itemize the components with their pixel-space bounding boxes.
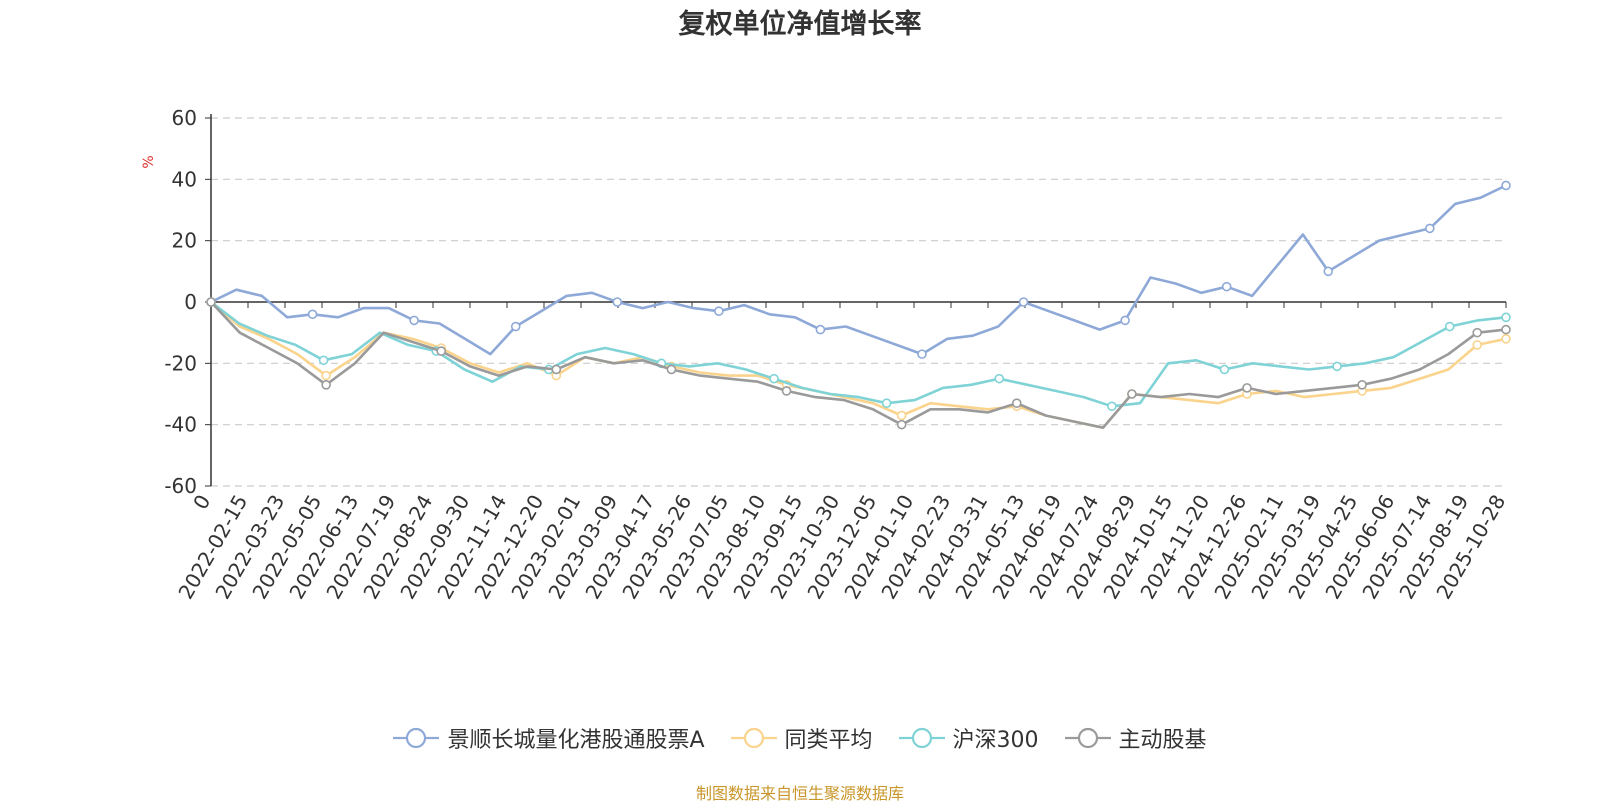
series-1 (206, 297, 1511, 430)
data-point (1011, 398, 1022, 409)
y-tick-label: -20 (164, 351, 197, 375)
data-point (510, 321, 521, 332)
y-tick-label: -60 (164, 474, 197, 498)
series-0 (206, 180, 1511, 359)
series-line (210, 301, 1507, 430)
legend-item[interactable]: 景顺长城量化港股通股票A (393, 722, 705, 754)
data-point (1107, 401, 1117, 412)
legend-marker-icon (1064, 727, 1111, 749)
data-point (1242, 383, 1252, 393)
data-point (436, 346, 447, 356)
data-point (896, 419, 907, 430)
data-point (307, 309, 318, 320)
data-point (1501, 180, 1511, 191)
legend-label: 景顺长城量化港股通股票A (447, 728, 705, 753)
x-tick-label: 0 (188, 491, 215, 514)
data-point (1501, 324, 1511, 335)
data-point (917, 349, 927, 359)
data-point (1357, 379, 1367, 390)
data-point (881, 398, 892, 409)
legend-marker-circle (406, 727, 427, 749)
chart-title: 复权单位净值增长率 (678, 9, 922, 40)
data-point (1323, 266, 1334, 277)
data-point (1425, 223, 1435, 234)
axes: 6040200-20-40-6002022-02-152022-03-23202… (164, 106, 1510, 603)
data-point (321, 370, 331, 381)
data-point (1472, 340, 1483, 350)
series-3 (206, 297, 1511, 430)
y-tick-label: -40 (164, 413, 197, 437)
data-point (1127, 389, 1137, 399)
y-tick-label: 60 (172, 106, 197, 130)
data-point (994, 373, 1005, 384)
series-line (210, 301, 1507, 430)
series-line (210, 184, 1507, 356)
data-point (321, 379, 331, 390)
data-point (666, 364, 677, 375)
data-point (1444, 321, 1455, 332)
data-point (781, 386, 792, 396)
legend-marker-icon (898, 727, 945, 749)
data-point (815, 324, 826, 335)
data-point (769, 373, 779, 384)
legend-label: 主动股基 (1118, 728, 1207, 753)
data-point (1501, 312, 1511, 323)
legend-marker-circle (1077, 727, 1098, 749)
legend-label: 沪深300 (952, 728, 1039, 753)
data-point (1221, 281, 1232, 292)
y-tick-label: 0 (184, 290, 197, 314)
legend-item[interactable]: 主动股基 (1064, 722, 1207, 754)
y-tick-label: 40 (172, 167, 197, 191)
data-point (1018, 297, 1029, 307)
data-point (1501, 333, 1511, 344)
data-point (612, 297, 623, 307)
y-tick-label: 20 (172, 229, 197, 253)
legend-marker-circle (911, 727, 932, 749)
y-axis-label: % (141, 155, 157, 168)
legend: 景顺长城量化港股通股票A 同类平均 沪深300 主动股基 (0, 722, 1600, 754)
data-point (551, 364, 562, 375)
data-point (896, 410, 907, 421)
data-point (318, 355, 329, 366)
data-point (206, 297, 216, 307)
data-point (1332, 361, 1342, 372)
data-point (714, 306, 724, 317)
series-line (210, 300, 1507, 408)
data-point (1219, 364, 1230, 375)
legend-marker-icon (730, 727, 777, 749)
legend-marker-circle (743, 727, 764, 749)
series-lines (206, 180, 1511, 430)
legend-item[interactable]: 沪深300 (898, 722, 1039, 754)
legend-marker-icon (393, 727, 440, 749)
source-note: 制图数据来自恒生聚源数据库 (695, 784, 904, 803)
data-point (409, 315, 419, 326)
legend-label: 同类平均 (784, 728, 873, 753)
data-point (1120, 315, 1130, 326)
legend-item[interactable]: 同类平均 (730, 722, 873, 754)
data-point (1472, 327, 1483, 338)
